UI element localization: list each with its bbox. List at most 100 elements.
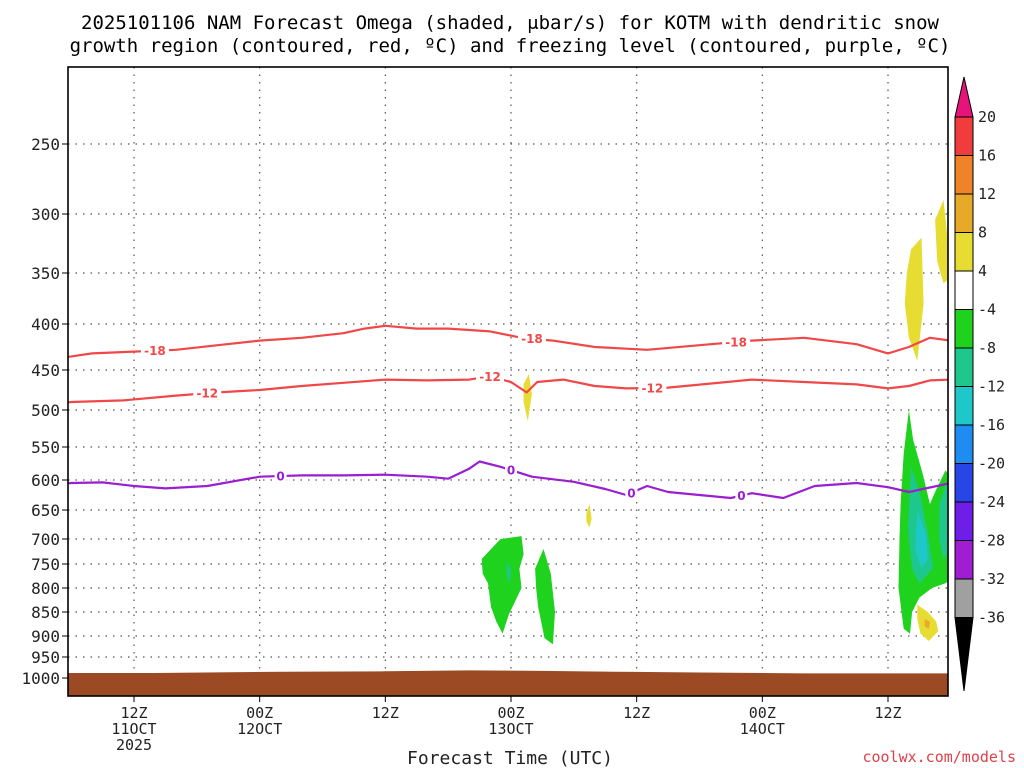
contour-label: -18 [144, 344, 166, 358]
colorbar-tick-label: -28 [978, 532, 1005, 550]
contour-line [68, 375, 948, 404]
omega-region [506, 561, 511, 584]
x-tick-label: 13OCT [488, 720, 533, 738]
omega-region [535, 549, 555, 645]
contour-label: 0 [507, 464, 515, 478]
contour-line [68, 324, 948, 359]
y-tick-label: 850 [31, 603, 60, 622]
colorbar-tick-label: -8 [978, 339, 996, 357]
y-tick-label: 1000 [21, 669, 60, 688]
y-tick-label: 700 [31, 530, 60, 549]
contour-label: -12 [642, 381, 664, 395]
colorbar-segment [954, 578, 974, 618]
colorbar-tick-label: 20 [978, 108, 996, 126]
x-tick-label: 00Z [749, 704, 776, 722]
colorbar-segment [954, 540, 974, 580]
omega-region [924, 619, 930, 629]
x-tick-label: 12OCT [237, 720, 282, 738]
contour-label-bg [140, 343, 169, 358]
y-tick-label: 800 [31, 579, 60, 598]
contour-label-bg [722, 334, 751, 349]
colorbar-segment [954, 347, 974, 387]
contour-label: -12 [196, 387, 218, 401]
y-tick-label: 350 [31, 264, 60, 283]
x-tick-label: 12Z [372, 704, 399, 722]
y-tick-label: 500 [31, 401, 60, 420]
colorbar-tick-label: -12 [978, 378, 1005, 396]
colorbar-segment [954, 463, 974, 503]
contour-label-bg [193, 386, 222, 401]
contour-label: -18 [725, 335, 747, 349]
y-axis-ticks: 250 300 350 400 450 500 550 600 650 700 750 800 850 9… [21, 135, 68, 688]
colorbar: 20 16 12 8 4 -4 -8 -12 -16 -20 -24 -28 -32 -36 [954, 76, 1005, 692]
colorbar-segment [954, 232, 974, 272]
colorbar-tick-label: 12 [978, 185, 996, 203]
contour-label-bg [476, 369, 505, 384]
y-tick-label: 450 [31, 361, 60, 380]
chart-title-line-1: 2025101106 NAM Forecast Omega (shaded, μ… [81, 12, 939, 34]
colorbar-tick-label: 8 [978, 224, 987, 242]
colorbar-tick-label: -4 [978, 301, 996, 319]
x-tick-label: 12Z [874, 704, 901, 722]
colorbar-segment [954, 270, 974, 310]
contour-label: 0 [737, 489, 745, 503]
omega-region [481, 536, 524, 634]
omega-region [586, 504, 592, 528]
y-tick-label: 900 [31, 627, 60, 646]
colorbar-tick-label: -32 [978, 570, 1005, 588]
contour-label-bg [735, 488, 748, 503]
colorbar-over-arrow [954, 76, 974, 118]
y-tick-label: 300 [31, 205, 60, 224]
plot-border [67, 66, 949, 697]
omega-region [935, 200, 948, 284]
omega-shading [481, 200, 948, 645]
y-tick-label: 750 [31, 555, 60, 574]
contour-label-bg [517, 331, 546, 346]
credit-text: coolwx.com/models [862, 748, 1016, 766]
colorbar-segment [954, 424, 974, 464]
contour-label-bg [638, 380, 667, 395]
colorbar-segment [954, 501, 974, 541]
y-tick-label: 550 [31, 438, 60, 457]
contour-label: 0 [276, 470, 284, 484]
colorbar-tick-label: -16 [978, 416, 1005, 434]
colorbar-tick-label: -20 [978, 455, 1005, 473]
colorbar-segment [954, 193, 974, 233]
contour-label: -12 [479, 370, 501, 384]
contour-label-bg [505, 463, 517, 478]
colorbar-tick-label: 4 [978, 262, 987, 280]
contour-label: 0 [627, 486, 635, 500]
contour-label: -18 [521, 332, 543, 346]
colorbar-tick-label: -36 [978, 609, 1005, 627]
colorbar-segment [954, 116, 974, 156]
x-tick-label: 12Z [623, 704, 650, 722]
omega-region [939, 480, 948, 559]
colorbar-segment [954, 386, 974, 426]
colorbar-tick-label: -24 [978, 493, 1005, 511]
y-tick-label: 250 [31, 135, 60, 154]
y-tick-label: 650 [31, 501, 60, 520]
colorbar-under-arrow [954, 617, 974, 692]
x-tick-label: 00Z [497, 704, 524, 722]
plot-area: -18 -18 -18 -12 -12 -12 0 0 0 0 [67, 66, 949, 697]
x-axis-label: Forecast Time (UTC) [407, 748, 613, 768]
contour-label-bg [274, 469, 287, 484]
x-tick-label: 14OCT [740, 720, 785, 738]
ground-surface [68, 670, 948, 696]
colorbar-segment [954, 309, 974, 349]
y-tick-label: 600 [31, 471, 60, 490]
contour-lines: -18 -18 -18 -12 -12 -12 0 0 0 0 [68, 324, 948, 503]
y-tick-label: 400 [31, 315, 60, 334]
x-tick-label: 2025 [116, 736, 152, 754]
x-tick-label: 11OCT [111, 720, 156, 738]
colorbar-segment [954, 155, 974, 195]
x-tick-label: 00Z [246, 704, 273, 722]
omega-region [904, 237, 924, 361]
y-tick-label: 950 [31, 648, 60, 667]
x-tick-label: 12Z [120, 704, 147, 722]
chart-title-line-2: growth region (contoured, red, ºC) and f… [70, 35, 951, 57]
omega-region [915, 510, 928, 569]
omega-region [523, 374, 532, 422]
